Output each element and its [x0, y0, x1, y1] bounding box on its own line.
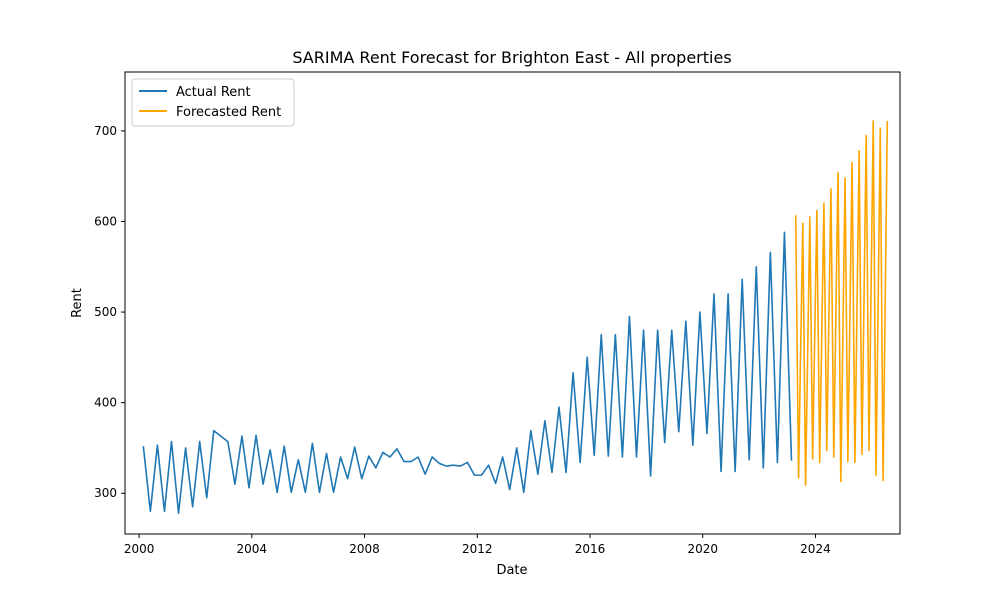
y-tick-label-700: 700: [94, 124, 117, 138]
x-tick-label-2008: 2008: [349, 542, 380, 556]
x-tick-label-2000: 2000: [124, 542, 155, 556]
chart-title: SARIMA Rent Forecast for Brighton East -…: [292, 48, 731, 67]
x-tick-label-2004: 2004: [237, 542, 268, 556]
x-tick-label-2012: 2012: [462, 542, 493, 556]
y-tick-label-400: 400: [94, 396, 117, 410]
x-tick-label-2020: 2020: [687, 542, 718, 556]
x-tick-label-2024: 2024: [800, 542, 831, 556]
y-axis: 300 400 500 600 700: [94, 124, 125, 500]
x-tick-label-2016: 2016: [575, 542, 606, 556]
y-tick-label-600: 600: [94, 214, 117, 228]
legend-box: [131, 78, 295, 127]
y-axis-title: Rent: [70, 288, 85, 318]
x-axis-title: Date: [496, 563, 527, 578]
legend: Actual Rent Forecasted Rent: [131, 78, 295, 127]
x-axis: 2000 2004 2008 2012 2016 2020 2024: [124, 534, 831, 556]
legend-label-actual: Actual Rent: [176, 85, 251, 100]
series-group: [142, 120, 889, 514]
y-tick-label-500: 500: [94, 305, 117, 319]
legend-label-forecast: Forecasted Rent: [176, 105, 281, 120]
forecasted-rent-line: [794, 120, 889, 486]
plot-area-frame: [124, 71, 901, 535]
actual-rent-line: [142, 231, 793, 514]
y-tick-label-300: 300: [94, 486, 117, 500]
